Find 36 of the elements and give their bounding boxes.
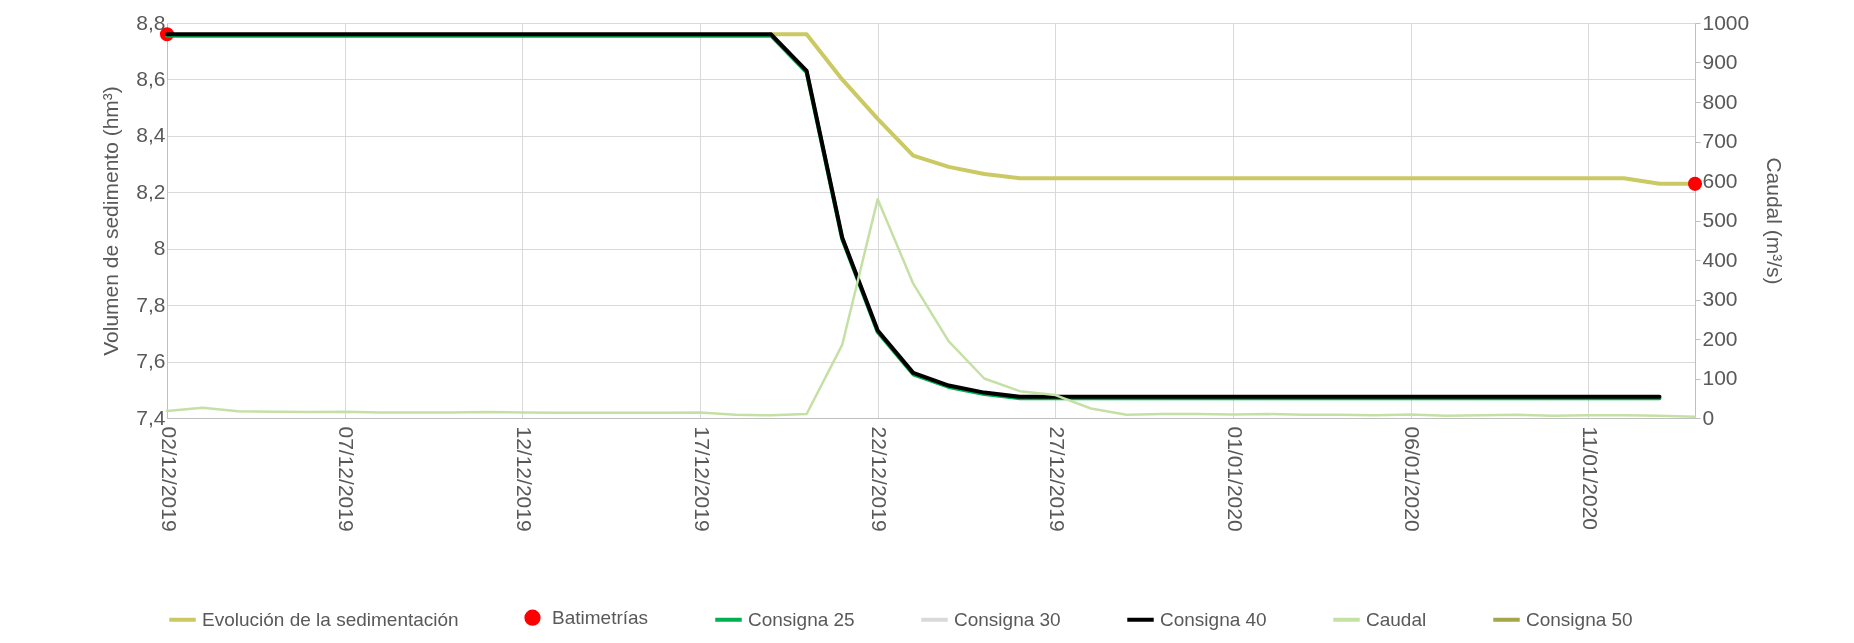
y2-tick-label: 100 [1702,366,1738,389]
legend-label: Caudal [1366,608,1427,630]
legend-label: Evolución de la sedimentación [202,608,459,630]
y2-tick-label: 400 [1702,247,1738,271]
legend-label: Consigna 25 [748,608,855,630]
y-tick-label: 8,4 [136,123,166,147]
y2-tick-label: 1000 [1702,10,1750,34]
y-tick-label: 7,8 [136,292,166,316]
legend-label: Batimetrías [552,606,649,628]
y-tick-label: 8,6 [136,66,166,90]
y2-tick-label: 800 [1702,89,1738,113]
x-tick-label: 27/12/2019 [1045,426,1069,532]
y2-tick-label: 900 [1702,50,1738,73]
y2-tick-label: 200 [1702,326,1738,350]
x-tick-label: 06/01/2020 [1401,426,1425,532]
legend-label: Consigna 30 [954,608,1061,630]
y2-tick-label: 600 [1702,168,1738,192]
y2-tick-label: 300 [1702,287,1738,310]
x-tick-label: 17/12/2019 [690,426,714,532]
y-tick-label: 7,6 [136,349,166,373]
x-tick-label: 11/01/2020 [1578,426,1602,531]
y-tick-label: 8 [153,236,166,260]
y2-axis-title: Caudal (m³/s) [1763,157,1787,285]
y2-tick-label: 0 [1702,405,1715,429]
y2-tick-label: 700 [1702,129,1738,152]
x-tick-label: 01/01/2020 [1223,426,1247,532]
x-tick-label: 07/12/2019 [335,426,359,532]
x-tick-label: 02/12/2019 [157,426,181,532]
x-tick-label: 22/12/2019 [868,426,892,532]
legend-label: Consigna 40 [1160,608,1267,630]
x-tick-label: 12/12/2019 [512,426,536,532]
y-tick-label: 8,2 [136,179,166,203]
y2-tick-label: 500 [1702,208,1738,231]
legend-label: Consigna 50 [1526,608,1633,630]
y-tick-label: 8,8 [136,10,166,34]
y-axis-title: Volumen de sedimento (hm³) [99,86,123,356]
